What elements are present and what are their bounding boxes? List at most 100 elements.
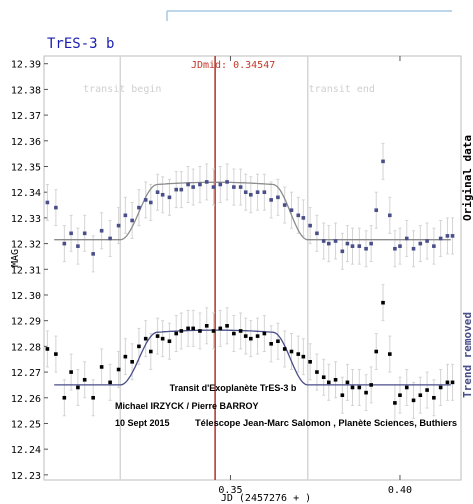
data-point	[398, 393, 402, 397]
data-point	[296, 352, 301, 356]
data-point	[289, 208, 294, 212]
annotation-telescope: Télescope Jean-Marc Salomon , Planète Sc…	[195, 418, 457, 428]
data-points	[45, 159, 455, 405]
data-point	[167, 339, 172, 344]
data-point	[130, 359, 134, 364]
transit-begin-label: transit begin	[83, 84, 161, 95]
data-point	[357, 385, 362, 390]
transit-markers	[119, 56, 309, 480]
data-point	[398, 244, 402, 248]
data-point	[69, 231, 73, 236]
data-point	[425, 239, 429, 243]
data-point	[198, 329, 202, 333]
data-point	[301, 216, 306, 220]
original-data-label: Original data	[461, 135, 473, 221]
data-point	[315, 370, 319, 374]
data-point	[45, 200, 50, 205]
y-tick-label: 12.38	[11, 85, 41, 96]
data-point	[411, 246, 416, 251]
data-point	[333, 377, 338, 382]
data-point	[364, 390, 368, 395]
data-point	[54, 205, 58, 210]
data-point	[211, 185, 216, 189]
data-point	[364, 246, 368, 251]
data-point	[301, 354, 306, 359]
data-point	[174, 331, 179, 336]
data-point	[76, 244, 80, 248]
model-curve	[54, 181, 451, 241]
data-point	[276, 339, 280, 344]
data-point	[91, 395, 95, 400]
data-point	[238, 185, 243, 189]
chart-title: TrES-3 b	[47, 36, 114, 52]
data-point	[388, 352, 392, 356]
data-point	[262, 331, 267, 336]
data-point	[438, 236, 443, 241]
x-axis-label: JD (2457276 + )	[221, 493, 311, 504]
data-point	[262, 190, 267, 194]
data-point	[326, 241, 331, 246]
data-point	[62, 241, 67, 246]
data-point	[143, 336, 148, 341]
data-point	[143, 198, 148, 202]
data-point	[179, 187, 184, 192]
data-point	[388, 213, 392, 218]
y-tick-label: 12.30	[11, 291, 41, 302]
data-point	[369, 241, 373, 246]
data-point	[340, 249, 345, 254]
data-point	[276, 195, 280, 200]
y-tick-label: 12.27	[11, 368, 41, 379]
data-point	[137, 344, 141, 349]
data-point	[315, 231, 319, 236]
data-point	[269, 342, 273, 346]
data-point	[326, 380, 331, 385]
data-point	[450, 234, 455, 238]
data-point	[218, 326, 223, 331]
x-tick-label: 0.35	[218, 485, 242, 496]
data-point	[255, 190, 260, 194]
data-point	[179, 329, 184, 333]
data-point	[218, 182, 223, 187]
data-point	[123, 213, 128, 218]
data-point	[243, 334, 248, 338]
data-point	[308, 223, 312, 228]
data-point	[76, 385, 80, 390]
data-point	[321, 375, 326, 380]
model-curves	[54, 181, 451, 386]
data-point	[204, 324, 209, 328]
data-point	[425, 388, 429, 392]
data-point	[82, 231, 87, 236]
data-point	[123, 354, 128, 359]
data-point	[148, 349, 153, 354]
data-point	[191, 326, 195, 331]
data-point	[249, 336, 253, 341]
data-point	[243, 190, 248, 194]
data-point	[450, 380, 455, 385]
data-point	[381, 300, 385, 305]
jdmid-label: JDmid: 0.34547	[191, 60, 275, 71]
data-point	[62, 395, 67, 400]
data-point	[445, 234, 450, 238]
data-point	[160, 336, 165, 341]
y-tick-label: 12.23	[11, 471, 41, 482]
data-point	[411, 398, 416, 403]
y-axis-label: MAG	[10, 249, 21, 267]
transit-end-label: transit end	[309, 84, 375, 95]
model-curve	[54, 329, 451, 386]
data-point	[374, 349, 379, 354]
data-point	[432, 395, 436, 400]
plot-frame	[43, 55, 462, 481]
data-point	[108, 236, 112, 241]
data-point	[238, 329, 243, 333]
annotation-title: Transit d'Exoplanète TrES-3 b	[170, 383, 297, 393]
y-tick-label: 12.25	[11, 419, 41, 430]
data-point	[69, 370, 73, 374]
data-point	[393, 246, 397, 251]
data-point	[340, 393, 345, 397]
data-point	[167, 195, 172, 200]
data-point	[225, 180, 229, 184]
y-ticks: 12.23 12.24 12.25 12.26 12.27 12.28 12.29 12.30…	[11, 60, 48, 482]
data-point	[374, 208, 379, 212]
trend-removed-label: Trend removed	[461, 312, 473, 398]
